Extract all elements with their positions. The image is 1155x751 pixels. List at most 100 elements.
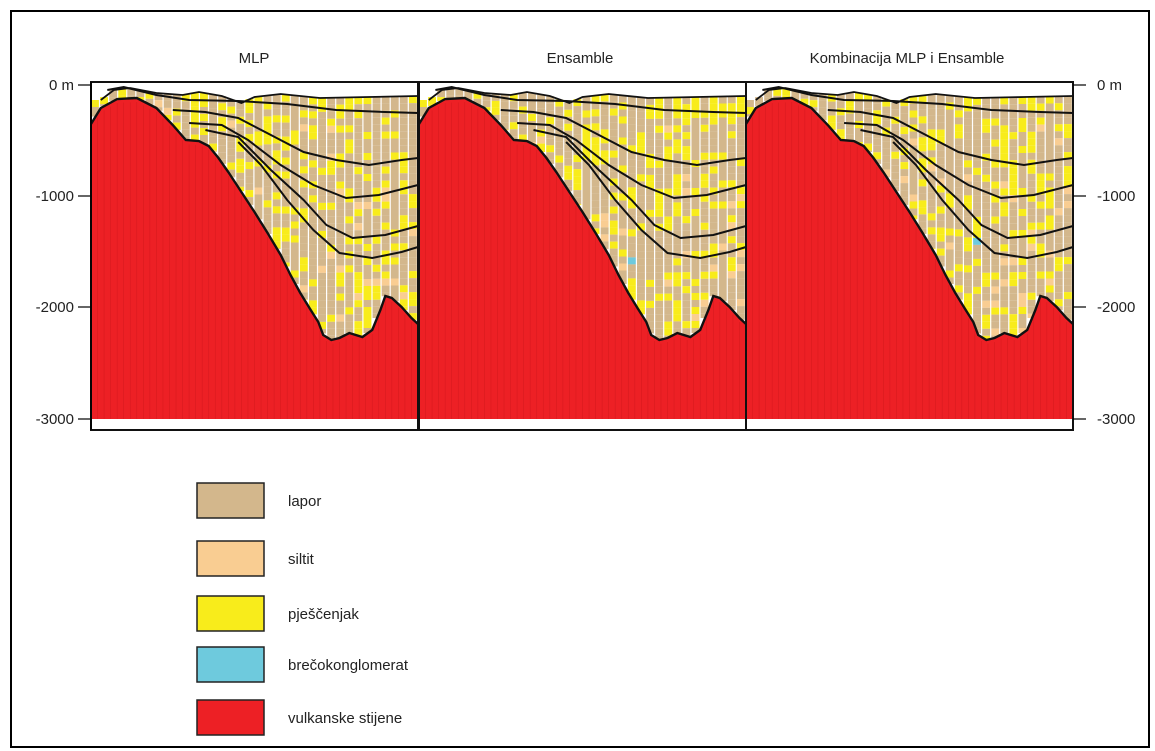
- lithology-cell: [354, 209, 363, 217]
- lithology-cell: [1027, 131, 1036, 139]
- lithology-cell: [537, 136, 545, 144]
- lithology-cell: [927, 122, 936, 130]
- lithology-cell: [736, 299, 745, 307]
- lithology-cell: [600, 164, 609, 172]
- lithology-cell: [299, 243, 308, 251]
- lithology-cell: [345, 153, 354, 161]
- lithology-cell: [327, 251, 336, 259]
- lithology-cell: [736, 229, 745, 237]
- section-panel-mlp: [89, 81, 419, 431]
- lithology-cell: [909, 208, 918, 216]
- lithology-cell: [299, 229, 308, 237]
- lithology-cell: [1018, 307, 1027, 314]
- lithology-cell: [964, 139, 972, 147]
- lithology-cell: [973, 188, 981, 196]
- lithology-cell: [609, 206, 618, 214]
- lithology-cell: [945, 179, 954, 187]
- lithology-cell: [200, 93, 208, 100]
- basement-boundary: [744, 96, 1074, 342]
- legend-swatch-brecokonglomerat: [196, 646, 265, 683]
- lithology-cell: [1063, 236, 1072, 244]
- lithology-cell: [664, 328, 673, 336]
- lithology-cell: [272, 234, 281, 242]
- lithology-cell: [909, 103, 918, 111]
- lithology-cell: [918, 116, 927, 124]
- lithology-cell: [600, 206, 609, 214]
- lithology-cell: [281, 94, 290, 102]
- lithology-cell: [1063, 306, 1072, 314]
- lithology-cell: [991, 125, 1000, 133]
- lithology-cell: [664, 265, 673, 273]
- lithology-cell: [718, 159, 727, 167]
- lithology-cell: [973, 125, 981, 133]
- lithology-cell: [627, 96, 636, 104]
- lithology-cell: [600, 213, 609, 221]
- lithology-cell: [900, 127, 909, 135]
- lithology-cell: [372, 103, 381, 111]
- lithology-cell: [299, 117, 308, 125]
- lithology-cell: [363, 272, 372, 279]
- lithology-cell: [372, 145, 381, 153]
- lithology-cell: [309, 279, 317, 287]
- lithology-cell: [1000, 111, 1009, 119]
- lithology-cell: [336, 125, 345, 133]
- lithology-cell: [809, 100, 818, 108]
- lithology-cell: [918, 172, 927, 180]
- lithology-cell: [646, 300, 654, 308]
- lithology-cell: [345, 216, 354, 224]
- lithology-cell: [827, 101, 836, 109]
- lithology-cell: [709, 250, 718, 258]
- lithology-cell: [600, 199, 609, 207]
- lithology-cell: [964, 125, 972, 133]
- lithology-cell: [464, 90, 473, 97]
- lithology-cell: [354, 300, 363, 308]
- lithology-cell: [646, 321, 654, 329]
- lithology-cell: [254, 208, 263, 216]
- right-tick-1000: -1000: [1097, 188, 1135, 205]
- lithology-cell: [209, 122, 217, 130]
- lithology-cell: [637, 244, 645, 252]
- lithology-cell: [945, 186, 954, 194]
- lithology-cell: [637, 118, 645, 126]
- lithology-cell: [100, 97, 108, 105]
- lithology-cell: [609, 220, 618, 228]
- lithology-cell: [900, 106, 909, 114]
- lithology-cell: [646, 188, 654, 196]
- lithology-cell: [1018, 202, 1027, 209]
- lithology-cell: [709, 138, 718, 146]
- lithology-cell: [918, 165, 927, 173]
- lithology-cell: [655, 97, 664, 105]
- lithology-cell: [1009, 279, 1018, 287]
- lithology-cell: [1045, 292, 1054, 300]
- lithology-cell: [345, 188, 354, 196]
- lithology-cell: [1054, 138, 1063, 146]
- lithology-cell: [363, 300, 372, 307]
- lithology-cell: [363, 244, 372, 251]
- lithology-cell: [964, 279, 972, 287]
- lithology-cell: [372, 138, 381, 146]
- lithology-cell: [627, 243, 636, 251]
- lithology-cell: [855, 135, 863, 142]
- lithology-cell: [299, 250, 308, 258]
- lithology-cell: [609, 248, 618, 256]
- lithology-cell: [918, 102, 927, 110]
- lithology-cell: [936, 227, 945, 235]
- lithology-cell: [1063, 264, 1072, 272]
- lithology-cell: [200, 100, 208, 107]
- lithology-cell: [336, 97, 345, 105]
- lithology-cell: [354, 265, 363, 273]
- lithology-cell: [537, 101, 545, 109]
- lithology-cell: [399, 264, 408, 272]
- lithology-cell: [363, 181, 372, 188]
- lithology-cell: [1036, 264, 1045, 272]
- lithology-cell: [800, 91, 809, 99]
- lithology-cell: [964, 237, 972, 245]
- lithology-cell: [936, 199, 945, 207]
- lithology-cell: [1054, 145, 1063, 153]
- lithology-cell: [1018, 293, 1027, 300]
- lithology-cell: [372, 236, 381, 244]
- lithology-cell: [609, 129, 618, 137]
- left-depth-axis: 0 m -1000 -2000 -3000: [36, 77, 92, 430]
- lithology-cell: [718, 110, 727, 118]
- lithology-cell: [209, 143, 217, 151]
